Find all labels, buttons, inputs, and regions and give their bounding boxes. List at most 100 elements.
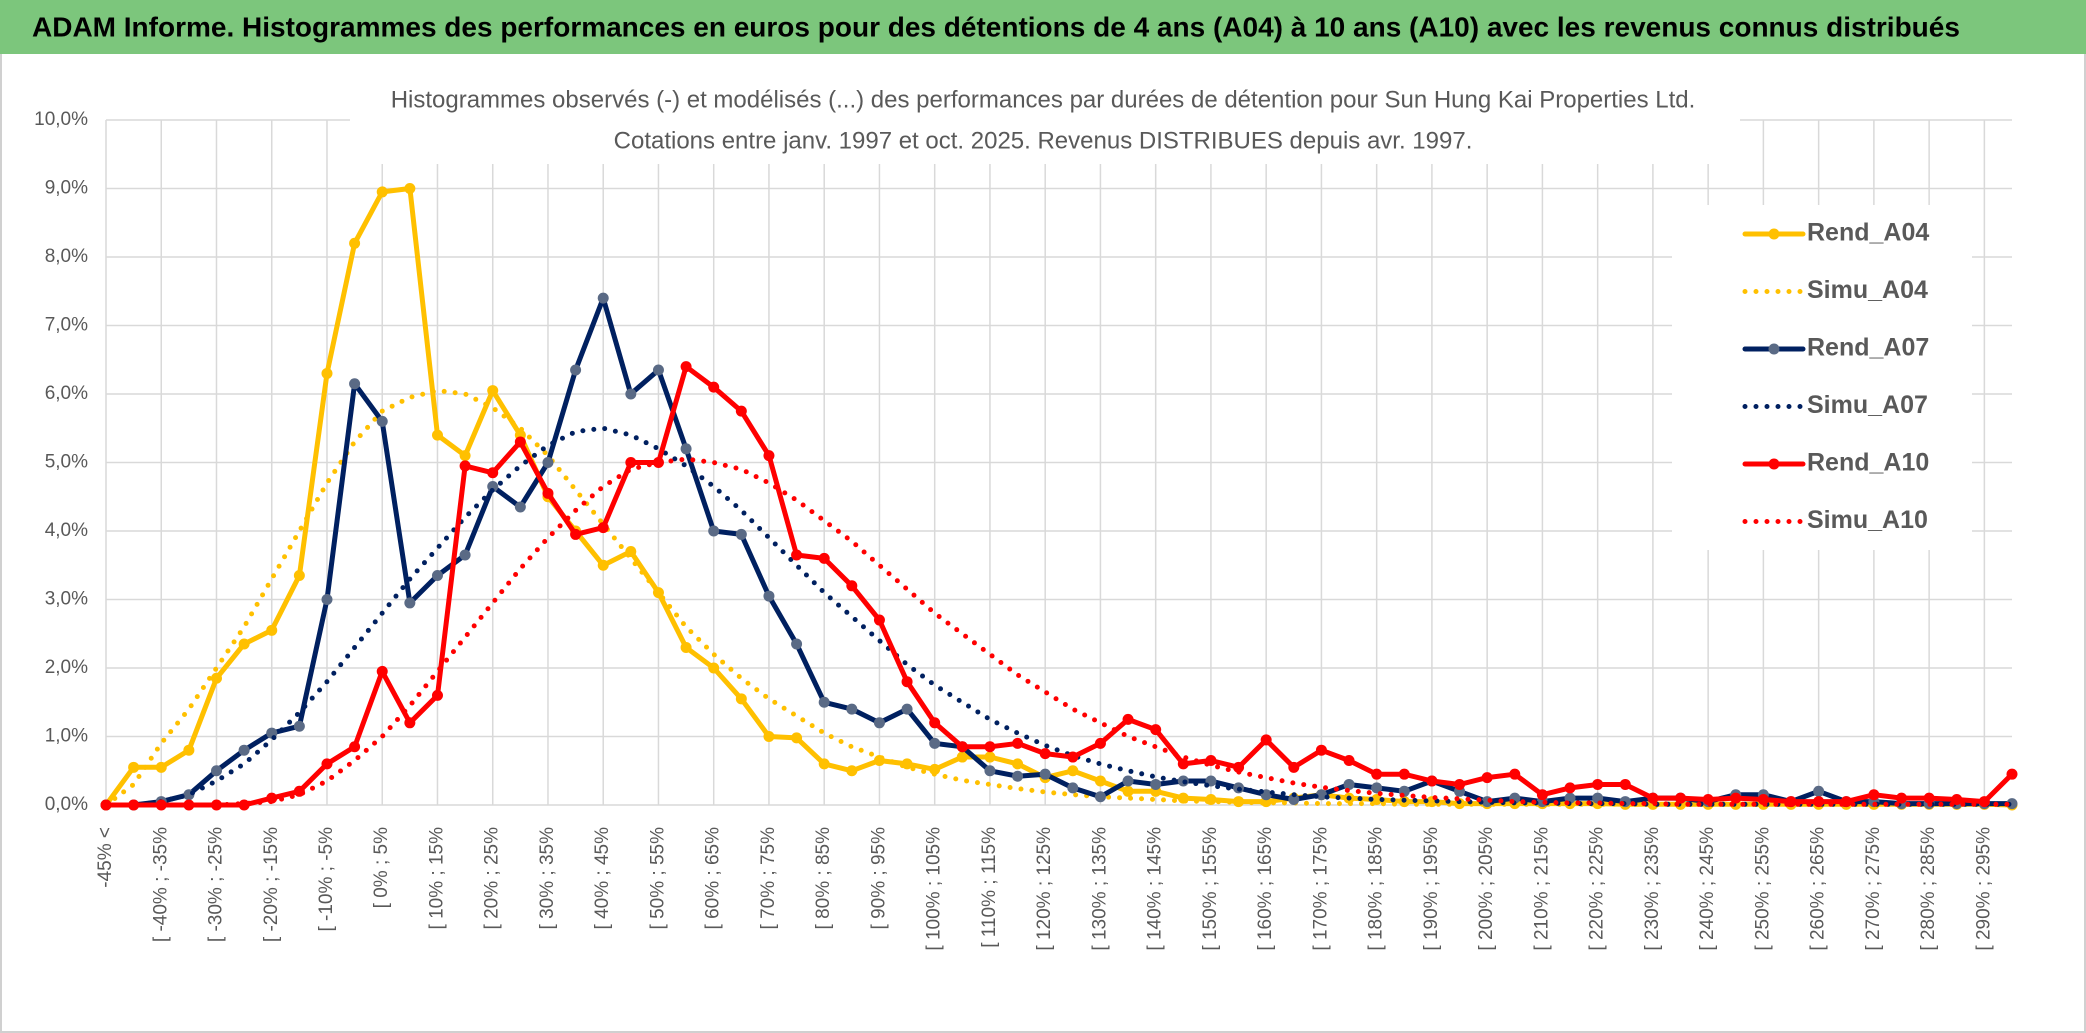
legend-marker [1768, 458, 1780, 470]
data-point [1896, 792, 1908, 804]
data-point [791, 732, 803, 744]
data-point [1122, 713, 1134, 725]
data-point [1730, 792, 1742, 804]
data-point [349, 237, 361, 249]
data-point [570, 364, 582, 376]
data-point [708, 525, 720, 537]
data-point [873, 717, 885, 729]
data-point [238, 638, 250, 650]
data-point [1315, 789, 1327, 801]
data-point [680, 641, 692, 653]
y-tick-label: 5,0% [45, 452, 88, 473]
data-point [1426, 775, 1438, 787]
data-point [128, 799, 140, 811]
data-point [818, 552, 830, 564]
data-point [1094, 791, 1106, 803]
data-point [1398, 768, 1410, 780]
data-point [404, 597, 416, 609]
y-tick-label: 7,0% [45, 315, 88, 336]
data-point [956, 741, 968, 753]
data-point [597, 292, 609, 304]
data-point [1509, 768, 1521, 780]
x-tick-label: [ 260% ; 265% [1808, 827, 1829, 951]
y-tick-label: 9,0% [45, 178, 88, 199]
data-point [321, 758, 333, 770]
data-point [1951, 794, 1963, 806]
data-point [735, 528, 747, 540]
data-point [818, 696, 830, 708]
legend-label: Rend_A07 [1807, 334, 1929, 362]
data-point [238, 744, 250, 756]
x-tick-label: [ 290% ; 295% [1973, 827, 1994, 951]
data-point [1371, 768, 1383, 780]
x-tick-label: [ 10% ; 15% [426, 827, 447, 930]
legend-label: Rend_A10 [1807, 449, 1929, 477]
data-point [1923, 792, 1935, 804]
data-point [321, 367, 333, 379]
x-tick-label: -45% < [95, 827, 116, 888]
data-point [735, 405, 747, 417]
x-tick-label: [ 190% ; 195% [1421, 827, 1442, 951]
data-point [321, 594, 333, 605]
x-tick-label: [ -20% ; -15% [261, 827, 282, 942]
x-tick-label: [ 90% ; 95% [868, 827, 889, 930]
data-point [984, 741, 996, 753]
x-tick-label: [ 20% ; 25% [482, 827, 503, 930]
x-tick-label: [ 220% ; 225% [1587, 827, 1608, 951]
y-tick-label: 2,0% [45, 657, 88, 678]
data-point [155, 761, 167, 773]
data-point [846, 580, 858, 592]
data-point [1233, 761, 1245, 773]
x-tick-label: [ 80% ; 85% [813, 827, 834, 930]
data-point [293, 720, 305, 732]
chart-subtitle: Cotations entre janv. 1997 et oct. 2025.… [614, 127, 1473, 154]
data-point [431, 689, 443, 701]
data-point [349, 741, 361, 753]
data-point [708, 662, 720, 674]
data-point [625, 388, 637, 400]
data-point [487, 385, 499, 397]
data-point [984, 751, 996, 763]
data-point [459, 450, 471, 462]
x-tick-label: [ 130% ; 135% [1089, 827, 1110, 951]
y-tick-label: 0,0% [45, 794, 88, 815]
data-point [210, 672, 222, 684]
data-point [2006, 768, 2018, 780]
data-point [1150, 778, 1162, 790]
data-point [1039, 748, 1051, 760]
x-tick-label: [ 180% ; 185% [1366, 827, 1387, 951]
data-point [1122, 775, 1134, 787]
data-point [818, 758, 830, 770]
data-point [1150, 724, 1162, 736]
series-line [103, 364, 2015, 808]
x-tick-label: [ 120% ; 125% [1034, 827, 1055, 951]
legend-label: Simu_A07 [1807, 391, 1928, 419]
data-point [459, 549, 471, 561]
data-point [791, 638, 803, 650]
data-point [431, 570, 443, 582]
data-point [1288, 761, 1300, 773]
data-point [846, 703, 858, 715]
data-point [1288, 794, 1300, 806]
x-tick-label: [ 40% ; 45% [592, 827, 613, 930]
data-point [570, 528, 582, 540]
data-point [266, 624, 278, 636]
x-tick-label: [ 210% ; 215% [1531, 827, 1552, 951]
data-point [901, 703, 913, 715]
x-tick-label: [ -10% ; -5% [316, 827, 337, 932]
header-title: ADAM Informe. Histogrammes des performan… [32, 11, 1960, 42]
data-point [1067, 782, 1079, 794]
data-point [901, 676, 913, 688]
y-tick-label: 3,0% [45, 589, 88, 610]
data-point [128, 761, 140, 773]
series-line [103, 388, 2015, 808]
data-point [1592, 778, 1604, 790]
data-point [1067, 751, 1079, 763]
data-point [625, 457, 637, 468]
y-tick-label: 4,0% [45, 520, 88, 541]
data-point [1012, 737, 1024, 749]
data-point [376, 186, 388, 198]
x-tick-label: [ 280% ; 285% [1918, 827, 1939, 951]
data-point [1343, 754, 1355, 766]
